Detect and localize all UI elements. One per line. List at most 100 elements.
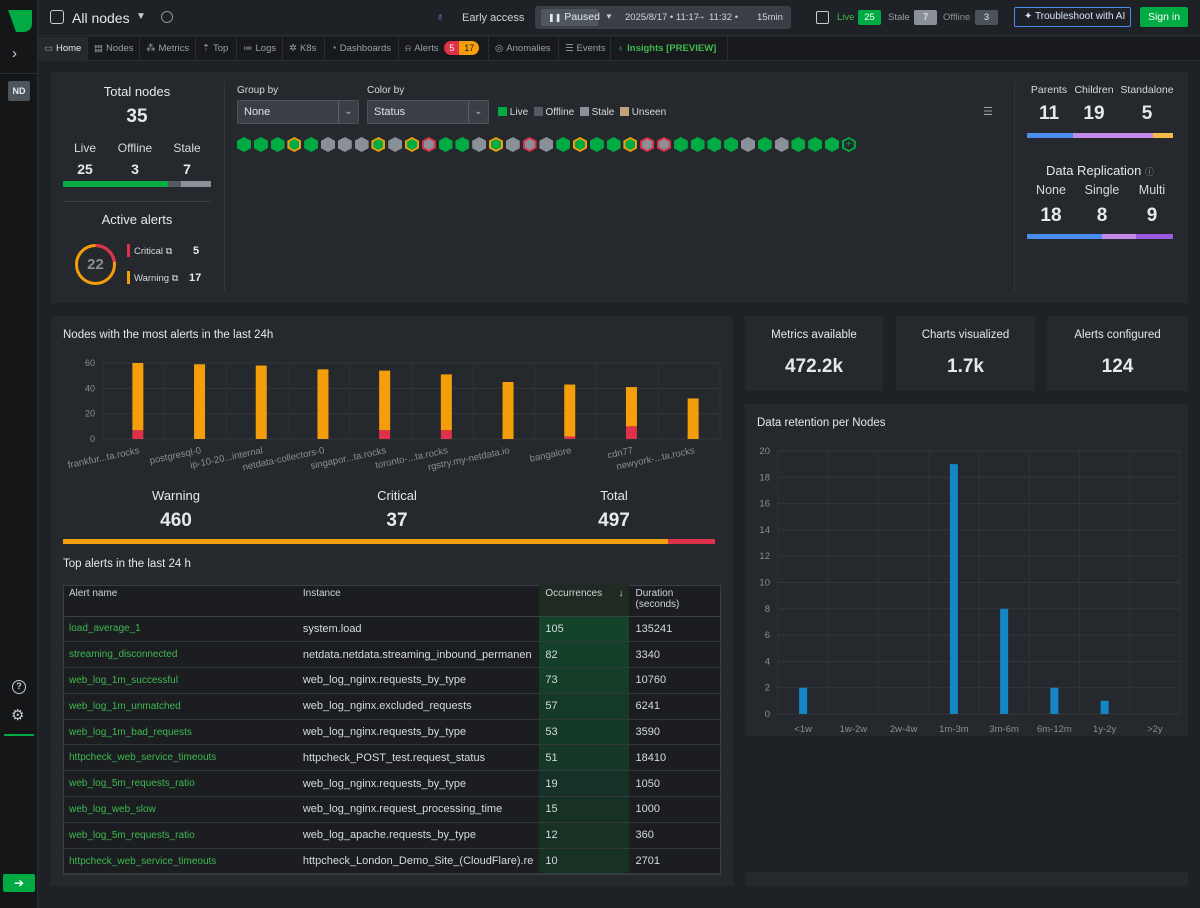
alert-name-cell[interactable]: load_average_1 <box>63 616 297 643</box>
table-row[interactable]: web_log_5m_requests_ratio web_log_apache.… <box>63 822 721 849</box>
map-layout-icon[interactable]: ☰ <box>983 106 993 118</box>
time-from[interactable]: 2025/8/17 • 11:17 <box>625 12 699 23</box>
critical-alerts-link[interactable]: Critical ⧉ <box>134 246 172 257</box>
alert-name-cell[interactable]: httpcheck_web_service_timeouts <box>63 744 297 772</box>
tab-insights[interactable]: ♁ Insights [PREVIEW] <box>611 37 728 61</box>
netdata-logo-icon[interactable] <box>8 10 32 32</box>
tab-top[interactable]: ⇡ Top <box>196 37 237 61</box>
table-row[interactable]: web_log_1m_bad_requests web_log_nginx.req… <box>63 719 721 746</box>
add-node-icon[interactable]: + <box>841 137 856 152</box>
early-access-toggle[interactable]: Early access <box>462 12 525 24</box>
node-hex[interactable] <box>757 137 772 152</box>
node-hex[interactable] <box>808 137 823 152</box>
alert-name-cell[interactable]: web_log_5m_requests_ratio <box>63 822 297 849</box>
alert-name-cell[interactable]: streaming_disconnected <box>63 641 297 669</box>
live-count-badge[interactable]: 25 <box>858 10 881 25</box>
troubleshoot-ai-button[interactable]: ✦ Troubleshoot with AI <box>1014 7 1131 27</box>
info-icon[interactable]: ⓘ <box>1145 167 1155 177</box>
tab-nodes[interactable]: ▤ Nodes <box>88 37 140 61</box>
tab-anomalies[interactable]: ◎ Anomalies <box>489 37 559 61</box>
node-hex[interactable] <box>539 137 554 152</box>
node-hex[interactable] <box>589 137 604 152</box>
node-hex[interactable] <box>623 137 638 152</box>
node-hex[interactable] <box>825 137 839 152</box>
tab-dashboards[interactable]: ◔ Dashboards <box>325 37 399 61</box>
node-hex[interactable] <box>321 137 335 152</box>
col-alert-name[interactable]: Alert name <box>63 585 297 617</box>
node-hex[interactable] <box>657 137 671 152</box>
help-icon[interactable]: ? <box>12 680 26 694</box>
node-hex[interactable] <box>690 137 705 152</box>
alert-name-cell[interactable]: web_log_web_slow <box>63 796 297 823</box>
node-hex[interactable] <box>253 137 268 152</box>
node-hex[interactable] <box>774 137 789 152</box>
tab-metrics[interactable]: ⁂ Metrics <box>140 37 196 61</box>
node-hex[interactable] <box>438 137 453 152</box>
node-hex[interactable] <box>304 137 319 152</box>
node-hex[interactable] <box>388 137 403 152</box>
table-row[interactable]: httpcheck_web_service_timeouts httpcheck_… <box>63 744 721 772</box>
node-hex[interactable] <box>337 137 352 152</box>
node-hex[interactable] <box>237 137 251 152</box>
room-dropdown-chevron-icon[interactable]: ▼ <box>136 11 146 22</box>
tab-alerts[interactable]: ⍾ Alerts 5 17 <box>399 37 489 61</box>
node-hex[interactable] <box>791 137 806 152</box>
tab-home[interactable]: ▭ Home <box>38 37 88 61</box>
node-hex[interactable] <box>270 137 285 152</box>
node-hex[interactable] <box>421 137 436 152</box>
space-avatar[interactable]: ND <box>8 81 30 101</box>
node-hex[interactable] <box>522 137 537 152</box>
alert-name-cell[interactable]: web_log_1m_successful <box>63 667 297 694</box>
col-occurrences[interactable]: Occurrences ↓ <box>539 585 630 617</box>
table-row[interactable]: web_log_web_slow web_log_nginx.request_pr… <box>63 796 721 823</box>
alert-name-cell[interactable]: web_log_1m_bad_requests <box>63 719 297 746</box>
node-hex[interactable] <box>489 137 503 152</box>
node-hex[interactable] <box>354 137 369 152</box>
node-hex[interactable] <box>606 137 621 152</box>
room-settings-icon[interactable] <box>161 11 173 23</box>
table-row[interactable]: web_log_5m_requests_ratio web_log_nginx.r… <box>63 770 721 798</box>
table-row[interactable]: web_log_1m_unmatched web_log_nginx.exclud… <box>63 693 721 720</box>
offline-count-badge[interactable]: 3 <box>975 10 998 25</box>
tab-logs[interactable]: ≔ Logs <box>237 37 283 61</box>
node-hex[interactable] <box>472 137 487 152</box>
time-dropdown-chevron-icon[interactable]: ▼ <box>605 12 613 21</box>
node-hex[interactable] <box>405 137 419 152</box>
alert-name-cell[interactable]: httpcheck_web_service_timeouts <box>63 848 297 875</box>
node-hex[interactable] <box>707 137 722 152</box>
table-row[interactable]: web_log_1m_successful web_log_nginx.reque… <box>63 667 721 694</box>
node-hex[interactable] <box>741 137 755 152</box>
node-hex[interactable] <box>640 137 655 152</box>
stale-count-badge[interactable]: 7 <box>914 10 937 25</box>
node-hex[interactable] <box>371 137 386 152</box>
tab-events[interactable]: ☰ Events <box>559 37 611 61</box>
node-hex[interactable] <box>455 137 470 152</box>
sign-in-arrow-icon[interactable]: ➔ <box>3 874 35 892</box>
col-duration[interactable]: Duration (seconds) <box>629 585 721 617</box>
room-title[interactable]: All nodes <box>72 10 130 26</box>
alert-name-cell[interactable]: web_log_1m_unmatched <box>63 693 297 720</box>
table-row[interactable]: load_average_1 system.load 105 135241 <box>63 616 721 643</box>
nodes-icon: ▤ <box>94 43 103 54</box>
col-instance[interactable]: Instance <box>296 585 540 617</box>
time-to[interactable]: 11:32 • <box>709 12 739 23</box>
warning-alerts-link[interactable]: Warning ⧉ <box>134 273 178 284</box>
node-hex[interactable] <box>724 137 739 152</box>
table-row[interactable]: streaming_disconnected netdata.netdata.st… <box>63 641 721 669</box>
group-by-select[interactable]: None ⌄ <box>237 100 359 124</box>
node-hex[interactable] <box>287 137 302 152</box>
tab-k8s[interactable]: ✲ K8s <box>283 37 325 61</box>
node-hex[interactable] <box>573 137 587 152</box>
offline-nodes-label: Offline <box>117 141 153 155</box>
alert-name-cell[interactable]: web_log_5m_requests_ratio <box>63 770 297 798</box>
node-hex[interactable] <box>505 137 520 152</box>
node-hex[interactable] <box>673 137 688 152</box>
settings-gear-icon[interactable]: ⚙ <box>11 707 25 724</box>
table-row[interactable]: httpcheck_web_service_timeouts httpcheck_… <box>63 848 721 875</box>
color-by-select[interactable]: Status ⌄ <box>367 100 489 124</box>
node-hex[interactable] <box>556 137 571 152</box>
expand-sidebar-chevron-icon[interactable]: › <box>12 45 17 62</box>
sign-in-button[interactable]: Sign in <box>1140 7 1188 27</box>
pause-play-button[interactable]: ❚❚ Paused <box>541 9 600 26</box>
time-duration[interactable]: 15min <box>757 12 783 23</box>
